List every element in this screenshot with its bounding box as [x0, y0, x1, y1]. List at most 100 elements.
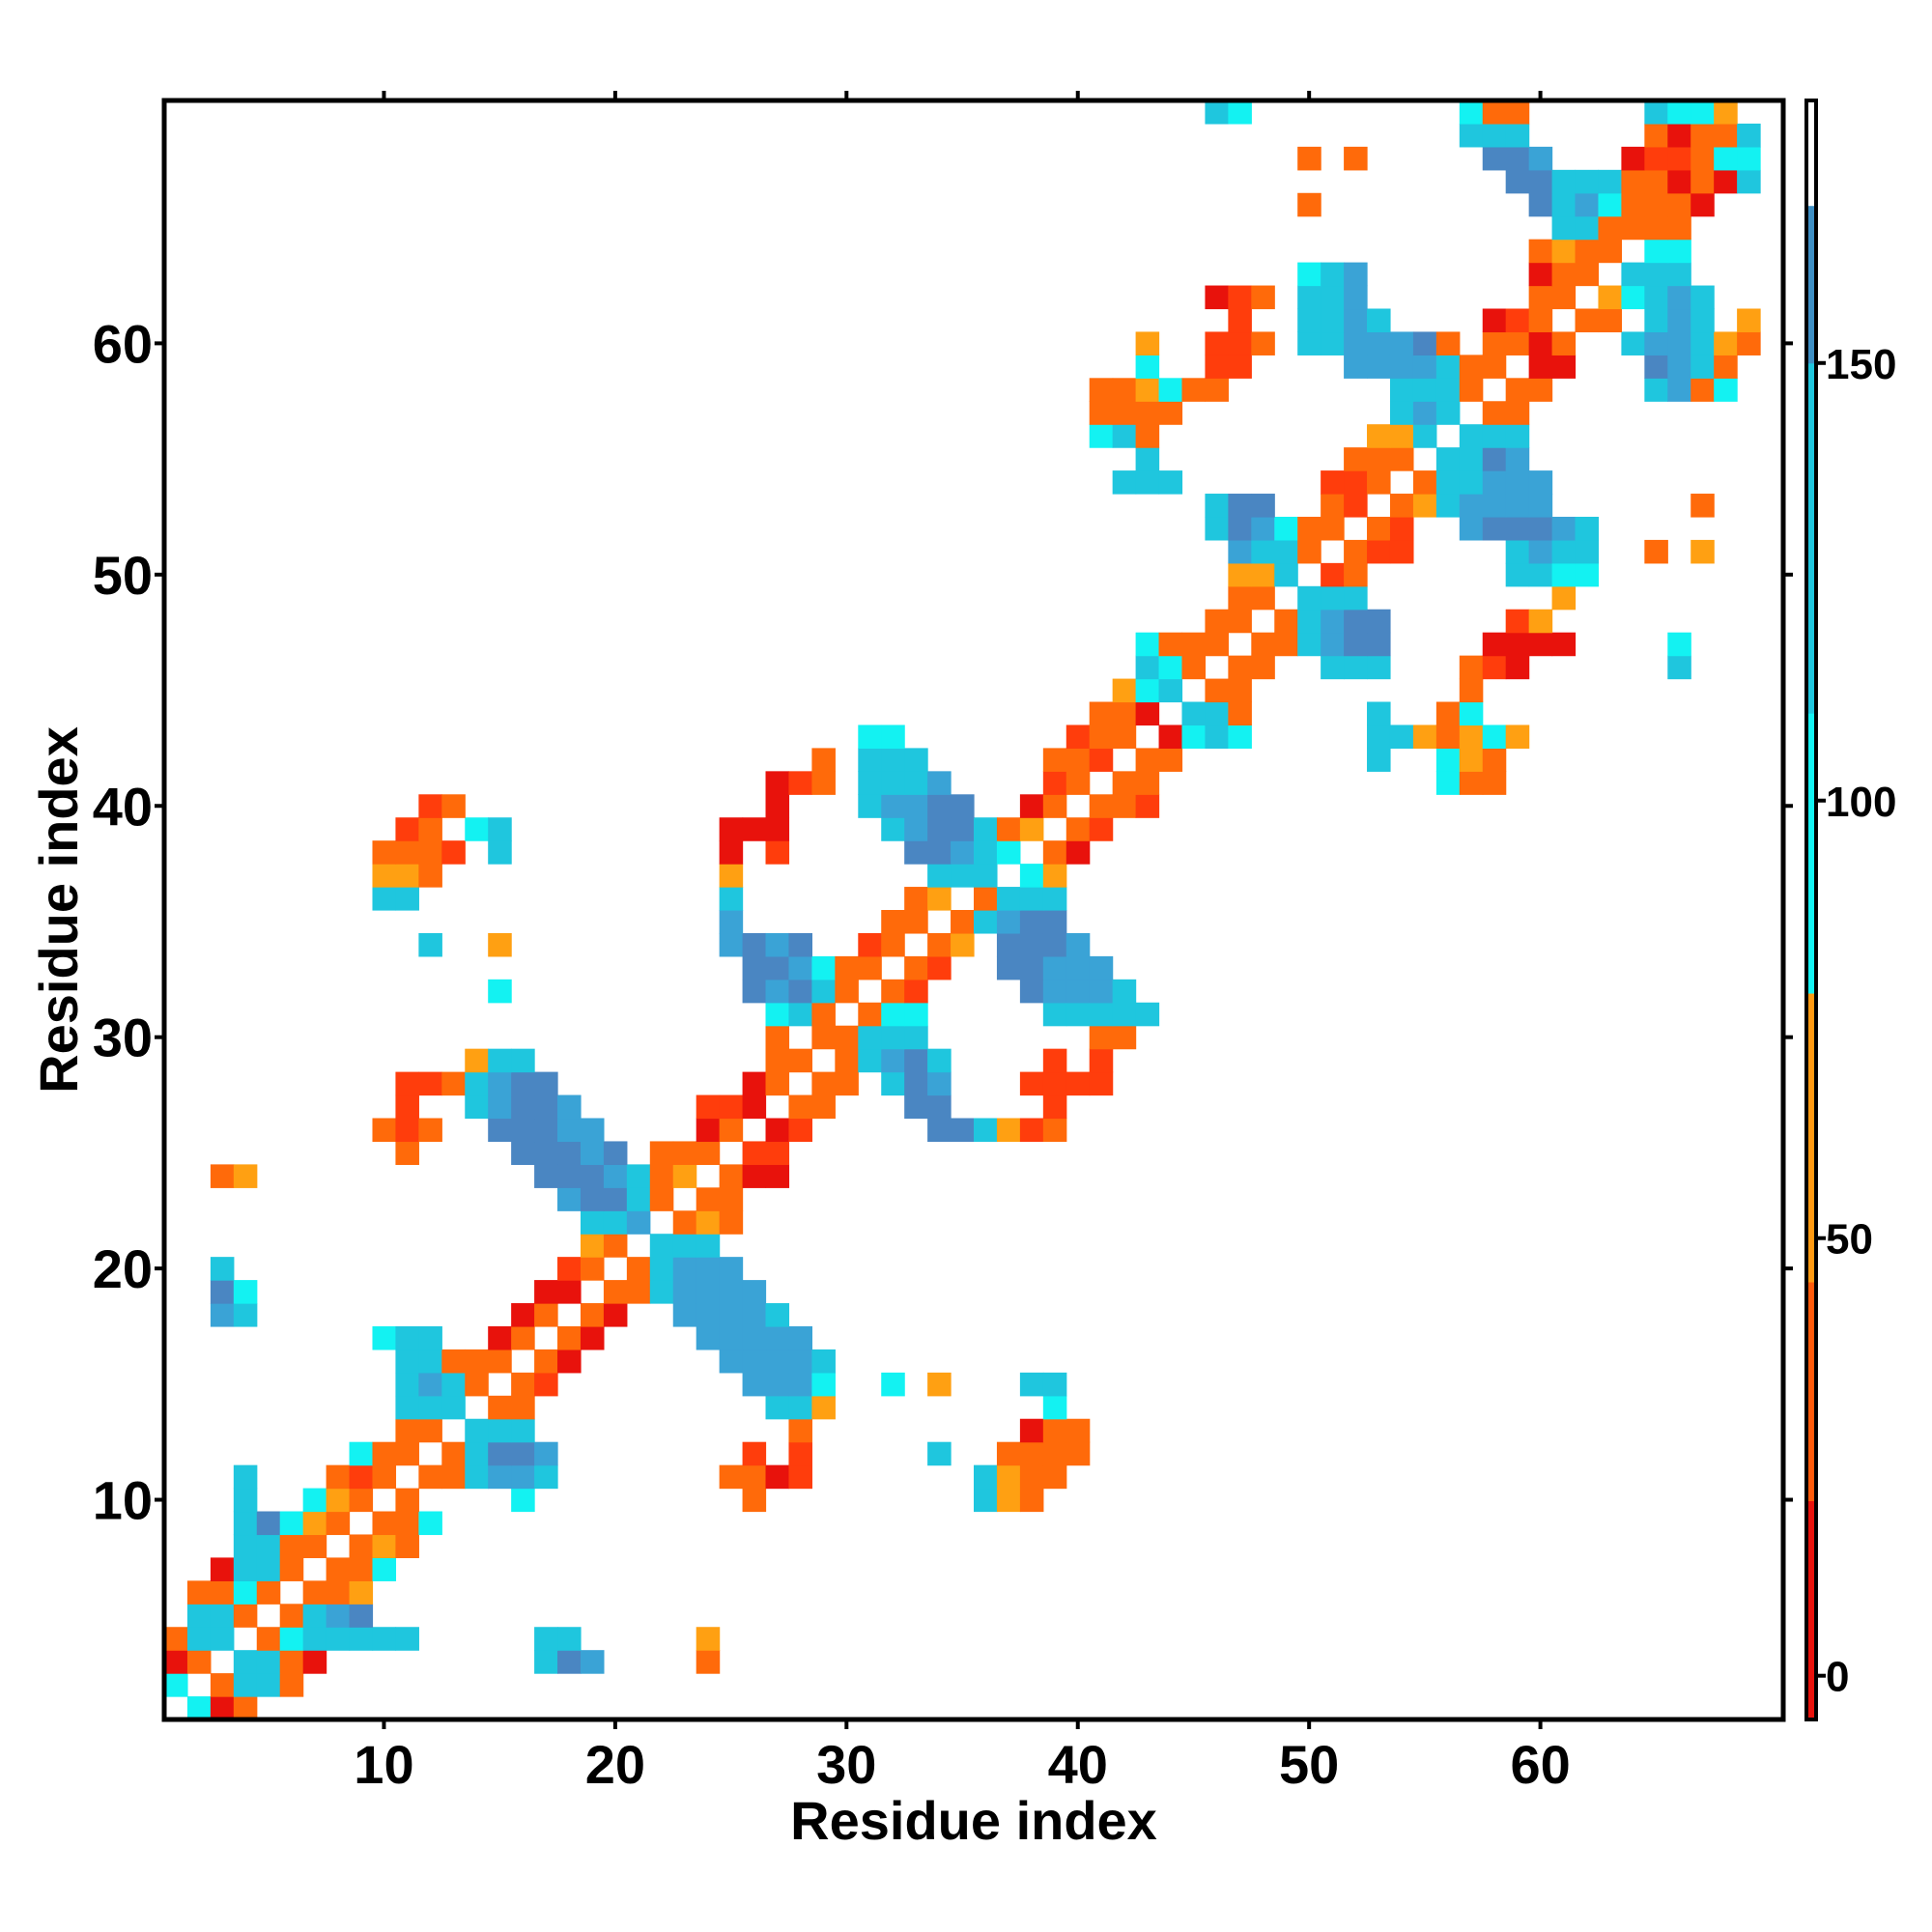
heatmap-cell: [927, 840, 952, 865]
heatmap-cell: [1621, 331, 1645, 355]
heatmap-cell: [858, 932, 882, 957]
heatmap-cell: [951, 794, 975, 818]
heatmap-cell: [1065, 840, 1091, 865]
heatmap-cell: [719, 1187, 744, 1211]
heatmap-cell: [1228, 562, 1252, 587]
heatmap-cell: [1412, 331, 1437, 355]
heatmap-cell: [395, 1488, 419, 1513]
heatmap-cell: [1551, 331, 1577, 355]
heatmap-cells: [164, 100, 1761, 1720]
heatmap-cell: [719, 840, 744, 865]
heatmap-cell: [742, 1071, 767, 1096]
heatmap-cell: [1251, 655, 1275, 680]
heatmap-cell: [418, 794, 442, 818]
heatmap-cell: [1412, 355, 1437, 379]
heatmap-cell: [927, 1441, 952, 1466]
heatmap-cell: [719, 1464, 744, 1490]
heatmap-cell: [233, 1650, 258, 1674]
heatmap-cell: [811, 1071, 836, 1096]
heatmap-cell: [1228, 585, 1252, 611]
heatmap-cell: [511, 1418, 535, 1443]
y-tick-label: 30: [93, 1008, 153, 1068]
heatmap-cell: [696, 1325, 721, 1350]
heatmap-cell: [372, 1534, 397, 1558]
x-tick-label: 50: [1279, 1734, 1339, 1795]
colorbar-band: [1806, 362, 1816, 714]
heatmap-cell: [788, 1372, 812, 1397]
heatmap-cell: [488, 1464, 512, 1490]
heatmap-cell: [418, 1349, 442, 1374]
heatmap-cell: [1344, 308, 1368, 333]
heatmap-cell: [557, 1094, 582, 1120]
heatmap-cell: [1598, 285, 1622, 310]
heatmap-cell: [256, 1580, 281, 1605]
x-tick-label: 30: [816, 1734, 876, 1795]
heatmap-cell: [1019, 794, 1044, 818]
y-axis-title: Residue index: [28, 726, 89, 1094]
heatmap-cell: [1482, 447, 1507, 471]
heatmap-cell: [372, 1627, 397, 1651]
heatmap-cell: [719, 1280, 744, 1304]
heatmap-cell: [1274, 609, 1298, 634]
heatmap-cell: [1459, 424, 1484, 448]
x-tick-label: 40: [1048, 1734, 1108, 1795]
x-tick-label: 60: [1510, 1734, 1570, 1795]
heatmap-cell: [858, 1025, 882, 1050]
heatmap-cell: [534, 1118, 558, 1143]
heatmap-cell: [1389, 355, 1414, 379]
heatmap-cell: [1598, 239, 1622, 264]
heatmap-cell: [372, 1464, 397, 1490]
heatmap-cell: [1528, 516, 1553, 541]
heatmap-cell: [1251, 285, 1275, 310]
heatmap-cell: [1089, 701, 1114, 726]
heatmap-cell: [974, 1464, 998, 1490]
heatmap-cell: [1528, 146, 1553, 171]
heatmap-cell: [1667, 285, 1691, 310]
heatmap-cell: [765, 840, 790, 865]
heatmap-cell: [1321, 494, 1345, 518]
heatmap-cell: [326, 1557, 351, 1581]
heatmap-cell: [1714, 355, 1738, 379]
heatmap-cell: [1575, 539, 1600, 564]
heatmap-cell: [742, 1094, 767, 1120]
heatmap-cell: [996, 887, 1021, 911]
heatmap-cell: [511, 1071, 535, 1096]
heatmap-cell: [1482, 401, 1507, 425]
heatmap-cell: [996, 817, 1021, 841]
heatmap-cell: [441, 1372, 466, 1397]
heatmap-cell: [279, 1673, 304, 1697]
heatmap-cell: [418, 1511, 442, 1536]
heatmap-cell: [1228, 516, 1252, 541]
heatmap-cell: [696, 1650, 721, 1674]
heatmap-cell: [1389, 724, 1414, 749]
heatmap-cell: [1367, 516, 1391, 541]
heatmap-cell: [1297, 262, 1321, 287]
heatmap-cell: [1042, 1418, 1067, 1443]
heatmap-cell: [1274, 539, 1298, 564]
heatmap-cell: [1181, 632, 1207, 657]
heatmap-cell: [302, 1511, 327, 1536]
heatmap-cell: [1135, 771, 1160, 795]
heatmap-cell: [835, 1048, 859, 1073]
heatmap-cell: [1321, 562, 1345, 587]
heatmap-cell: [811, 1349, 836, 1374]
heatmap-cell: [1667, 146, 1691, 171]
heatmap-cell: [1389, 331, 1414, 355]
heatmap-cell: [395, 840, 419, 865]
heatmap-cell: [395, 1141, 419, 1165]
heatmap-cell: [1251, 632, 1275, 657]
heatmap-cell: [465, 817, 489, 841]
heatmap-cell: [603, 1210, 628, 1235]
heatmap-cell: [788, 979, 812, 1004]
heatmap-cell: [233, 1534, 258, 1558]
heatmap-cell: [1205, 632, 1229, 657]
heatmap-cell: [1158, 470, 1183, 495]
heatmap-cell: [1321, 609, 1345, 634]
heatmap-cell: [395, 1372, 419, 1397]
heatmap-cell: [233, 1580, 258, 1605]
heatmap-cell: [927, 864, 952, 888]
heatmap-cell: [1344, 331, 1368, 355]
heatmap-cell: [441, 840, 466, 865]
heatmap-cell: [765, 1002, 790, 1027]
heatmap-cell: [1042, 932, 1067, 957]
